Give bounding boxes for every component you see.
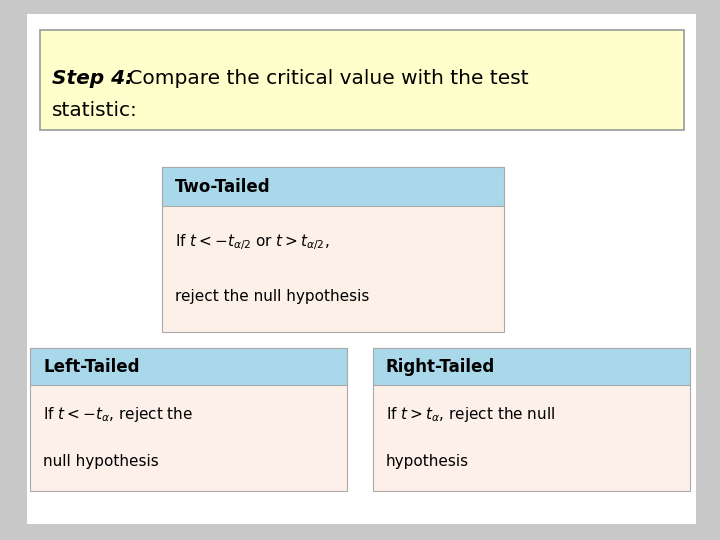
FancyBboxPatch shape [162,167,504,332]
Text: Compare the critical value with the test: Compare the critical value with the test [122,69,529,88]
Text: Two-Tailed: Two-Tailed [175,178,271,196]
Text: If $t < -t_{\alpha}$, reject the: If $t < -t_{\alpha}$, reject the [43,406,193,424]
FancyBboxPatch shape [373,348,690,385]
Text: reject the null hypothesis: reject the null hypothesis [175,289,369,305]
FancyBboxPatch shape [373,348,690,491]
Text: null hypothesis: null hypothesis [43,454,159,469]
FancyBboxPatch shape [162,167,504,206]
Text: statistic:: statistic: [52,101,138,120]
Text: Step 4:: Step 4: [52,69,133,88]
Text: Right-Tailed: Right-Tailed [386,357,495,376]
FancyBboxPatch shape [30,348,347,385]
Text: If $t > t_{\alpha}$, reject the null: If $t > t_{\alpha}$, reject the null [386,406,555,424]
Text: hypothesis: hypothesis [386,454,469,469]
Text: Left-Tailed: Left-Tailed [43,357,140,376]
Text: If $t < -t_{\alpha/2}$ or $t > t_{\alpha/2}$,: If $t < -t_{\alpha/2}$ or $t > t_{\alpha… [175,232,330,252]
FancyBboxPatch shape [40,30,684,130]
FancyBboxPatch shape [30,348,347,491]
FancyBboxPatch shape [27,14,696,524]
